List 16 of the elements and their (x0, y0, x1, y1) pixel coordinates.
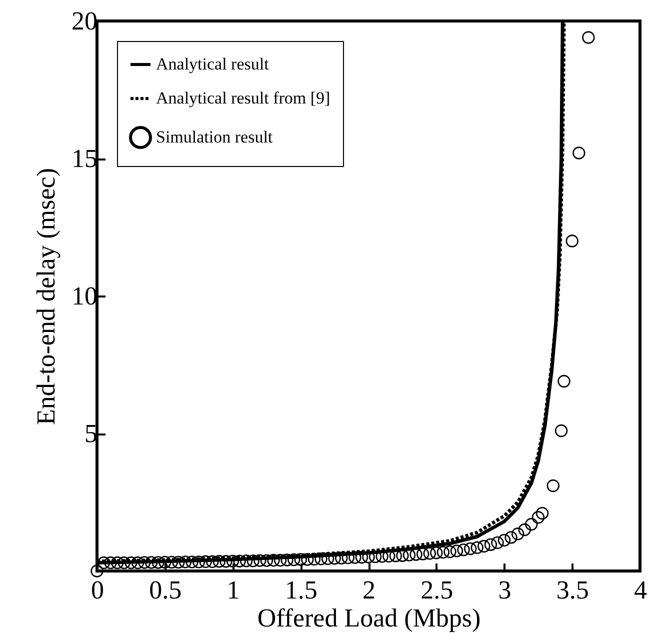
x-tick-label: 0 (91, 576, 104, 604)
x-tick-label: 3.5 (556, 576, 589, 604)
x-tick-label: 4 (634, 576, 647, 604)
x-tick-label: 0.5 (149, 576, 182, 604)
y-axis-title: End-to-end delay (msec) (32, 168, 60, 426)
legend-label: Analytical result from [9] (156, 88, 330, 108)
y-tick-label: 20 (72, 6, 98, 36)
x-tick-label: 1.5 (284, 576, 318, 604)
x-tick-label: 2 (362, 576, 376, 604)
x-tick-label: 1 (226, 576, 240, 604)
y-tick-label: 15 (72, 144, 98, 173)
legend-label: Analytical result (156, 54, 270, 74)
x-axis-title: Offered Load (Mbps) (257, 604, 481, 632)
legend-label: Simulation result (156, 128, 273, 146)
x-tick-label: 3 (498, 576, 512, 604)
x-tick-label: 2.5 (420, 576, 454, 604)
